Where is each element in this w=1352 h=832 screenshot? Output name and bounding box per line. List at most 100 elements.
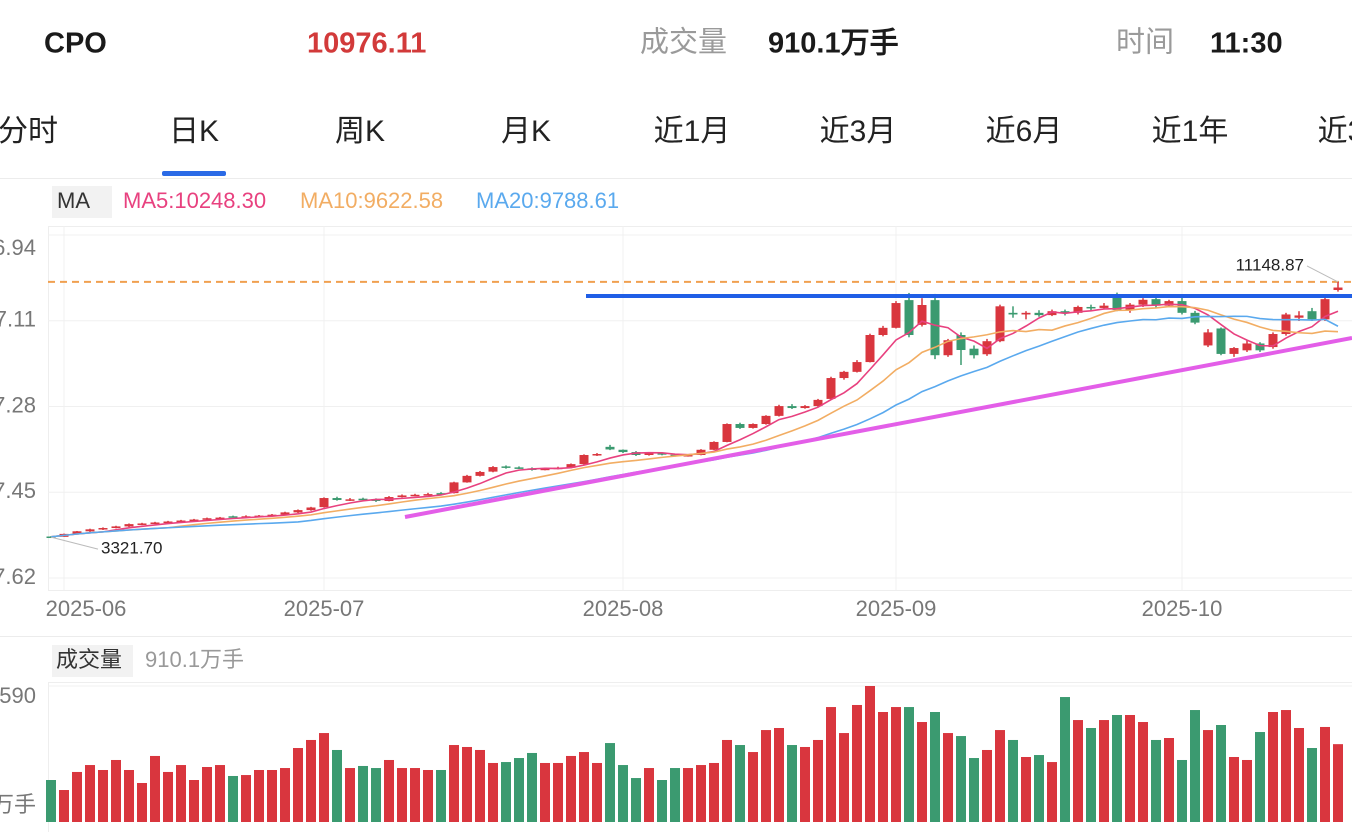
volume-bar [215, 765, 225, 822]
tab[interactable]: 近6月 [986, 115, 1063, 148]
volume-bar [475, 749, 485, 822]
y-tick-label: 12586.94 [0, 235, 36, 260]
candle-body [735, 424, 745, 428]
candle-body [1060, 311, 1070, 313]
tab[interactable]: 分时 [0, 115, 58, 148]
volume-bar [267, 769, 277, 822]
volume-bar [1008, 739, 1018, 822]
candle-body [1086, 306, 1096, 309]
legend-entry: MA20:9788.61 [476, 188, 619, 213]
candle-body [1242, 343, 1252, 351]
volume-bar [904, 707, 914, 822]
volume-bar [46, 780, 56, 822]
candle-body [1255, 343, 1265, 351]
volume-bar [683, 768, 693, 822]
candle-body [319, 498, 329, 508]
candle-body [1229, 348, 1239, 354]
volume-bar [319, 733, 329, 822]
volume-bar [306, 739, 316, 822]
y-tick-label: 2067.62 [0, 564, 36, 589]
volume-subtitle: 910.1万手 [145, 647, 244, 672]
candle-body [189, 519, 199, 522]
volume-bar [852, 704, 862, 822]
candle-body [813, 399, 823, 407]
ma-line [50, 305, 1339, 538]
candle-body [618, 449, 628, 453]
ma-line [50, 315, 1339, 538]
candle-body [1008, 312, 1018, 315]
volume-bar [605, 743, 615, 822]
candle-body [1320, 299, 1330, 320]
volume-bar [826, 707, 836, 822]
volume-bar [1047, 762, 1057, 822]
candle-body [592, 454, 602, 456]
volume-bar [813, 739, 823, 822]
volume-bar [137, 782, 147, 822]
indicator-box [52, 186, 112, 218]
candle-body [696, 449, 706, 455]
candle-body [826, 378, 836, 399]
candle-body [579, 454, 589, 465]
volume-frame [48, 682, 1352, 832]
candle-body [995, 306, 1005, 342]
candle-body [410, 494, 420, 497]
volume-bar [345, 768, 355, 822]
volume-title: 成交量 [56, 647, 122, 672]
y-tick-label: 7327.28 [0, 392, 36, 417]
tab[interactable]: 月K [501, 115, 551, 148]
candle-body [345, 499, 355, 501]
candle-body [1047, 311, 1057, 316]
volume-bar [865, 686, 875, 822]
candle-body [904, 300, 914, 336]
candle-body [1073, 306, 1083, 313]
tab[interactable]: 日K [169, 115, 219, 148]
annotation-leader [1306, 265, 1339, 283]
volume-bar [670, 768, 680, 822]
candle-body [1151, 299, 1161, 306]
candle-body [891, 303, 901, 328]
x-tick-label: 2025-08 [583, 596, 664, 621]
candle-body [566, 464, 576, 468]
candle-body [1333, 287, 1343, 291]
volume-bar [1086, 727, 1096, 822]
candle-body [865, 335, 875, 363]
symbol: CPO [44, 28, 107, 60]
annotation-leader [50, 536, 99, 550]
volume-bar [891, 707, 901, 822]
volume-bar [163, 771, 173, 822]
candle-body [150, 522, 160, 524]
volume-bar [1229, 756, 1239, 822]
volume-bar [1034, 755, 1044, 822]
candle-body [475, 471, 485, 476]
volume-bar [748, 752, 758, 822]
candle-body [1281, 314, 1291, 335]
tab[interactable]: 近3年 [1318, 115, 1352, 148]
volume-bar [631, 778, 641, 822]
volume-bar [618, 765, 628, 822]
tab[interactable]: 近1月 [654, 115, 731, 148]
candle-body [306, 507, 316, 511]
tab[interactable]: 近3月 [820, 115, 897, 148]
volume-bar [358, 765, 368, 822]
tab[interactable]: 近1年 [1152, 115, 1229, 148]
volume: 910.1万手 [768, 27, 899, 60]
volume-bar [1177, 759, 1187, 822]
volume-bar [384, 759, 394, 822]
candle-body [1203, 332, 1213, 346]
candle-body [748, 424, 758, 428]
volume-bar [1281, 710, 1291, 822]
tab[interactable]: 周K [335, 115, 385, 148]
candle-body [787, 406, 797, 409]
volume-bar [462, 746, 472, 822]
volume-bar [1320, 726, 1330, 822]
candle-body [501, 466, 511, 468]
volume-bar [1021, 756, 1031, 822]
price-frame [48, 226, 1352, 591]
volume-bar [579, 752, 589, 822]
candle-body [293, 510, 303, 513]
volume-bar [371, 768, 381, 822]
x-tick-label: 2025-09 [856, 596, 937, 621]
volume-label: 成交量 [640, 26, 727, 59]
candle-body [215, 517, 225, 520]
volume-bar [566, 755, 576, 822]
